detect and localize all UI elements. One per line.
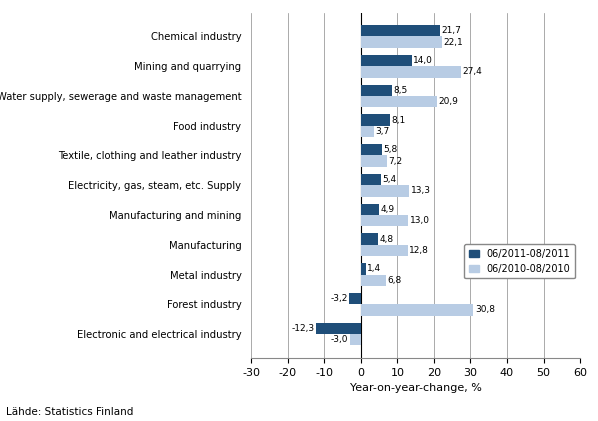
Bar	[361, 304, 474, 316]
Text: 3,7: 3,7	[376, 127, 390, 136]
Text: 6,8: 6,8	[387, 276, 401, 285]
Text: 13,3: 13,3	[411, 187, 431, 195]
Text: 5,4: 5,4	[382, 175, 396, 184]
X-axis label: Year-on-year-change, %: Year-on-year-change, %	[350, 383, 481, 393]
Legend: 06/2011-08/2011, 06/2010-08/2010: 06/2011-08/2011, 06/2010-08/2010	[464, 244, 575, 278]
Text: 4,8: 4,8	[380, 234, 394, 244]
Text: 13,0: 13,0	[410, 216, 430, 225]
Text: 4,9: 4,9	[380, 205, 394, 214]
Text: 20,9: 20,9	[438, 97, 459, 106]
Bar	[361, 66, 461, 77]
Text: 8,1: 8,1	[392, 116, 406, 125]
Bar	[361, 144, 382, 155]
Bar	[350, 334, 361, 345]
Bar	[361, 96, 437, 107]
Text: -3,0: -3,0	[331, 335, 349, 344]
Bar	[361, 37, 441, 48]
Text: 14,0: 14,0	[413, 56, 434, 65]
Bar	[361, 174, 380, 185]
Bar	[361, 234, 379, 245]
Text: 5,8: 5,8	[383, 145, 398, 155]
Bar	[361, 115, 390, 126]
Text: 12,8: 12,8	[409, 246, 429, 255]
Bar	[361, 263, 366, 274]
Text: -12,3: -12,3	[291, 324, 315, 333]
Bar	[361, 274, 386, 286]
Text: -3,2: -3,2	[330, 294, 347, 303]
Bar	[361, 85, 392, 96]
Text: 1,4: 1,4	[367, 264, 382, 273]
Text: 30,8: 30,8	[475, 306, 495, 314]
Bar	[361, 215, 408, 226]
Text: 21,7: 21,7	[441, 26, 462, 35]
Bar	[316, 323, 361, 334]
Text: 22,1: 22,1	[443, 37, 463, 47]
Text: 27,4: 27,4	[462, 67, 482, 76]
Bar	[361, 185, 410, 197]
Bar	[361, 204, 379, 215]
Bar	[349, 293, 361, 304]
Bar	[361, 126, 374, 137]
Text: Lähde: Statistics Finland: Lähde: Statistics Finland	[6, 407, 133, 417]
Bar	[361, 55, 412, 66]
Text: 7,2: 7,2	[389, 157, 402, 165]
Bar	[361, 155, 387, 167]
Text: 8,5: 8,5	[393, 86, 408, 95]
Bar	[361, 245, 408, 256]
Bar	[361, 25, 440, 37]
